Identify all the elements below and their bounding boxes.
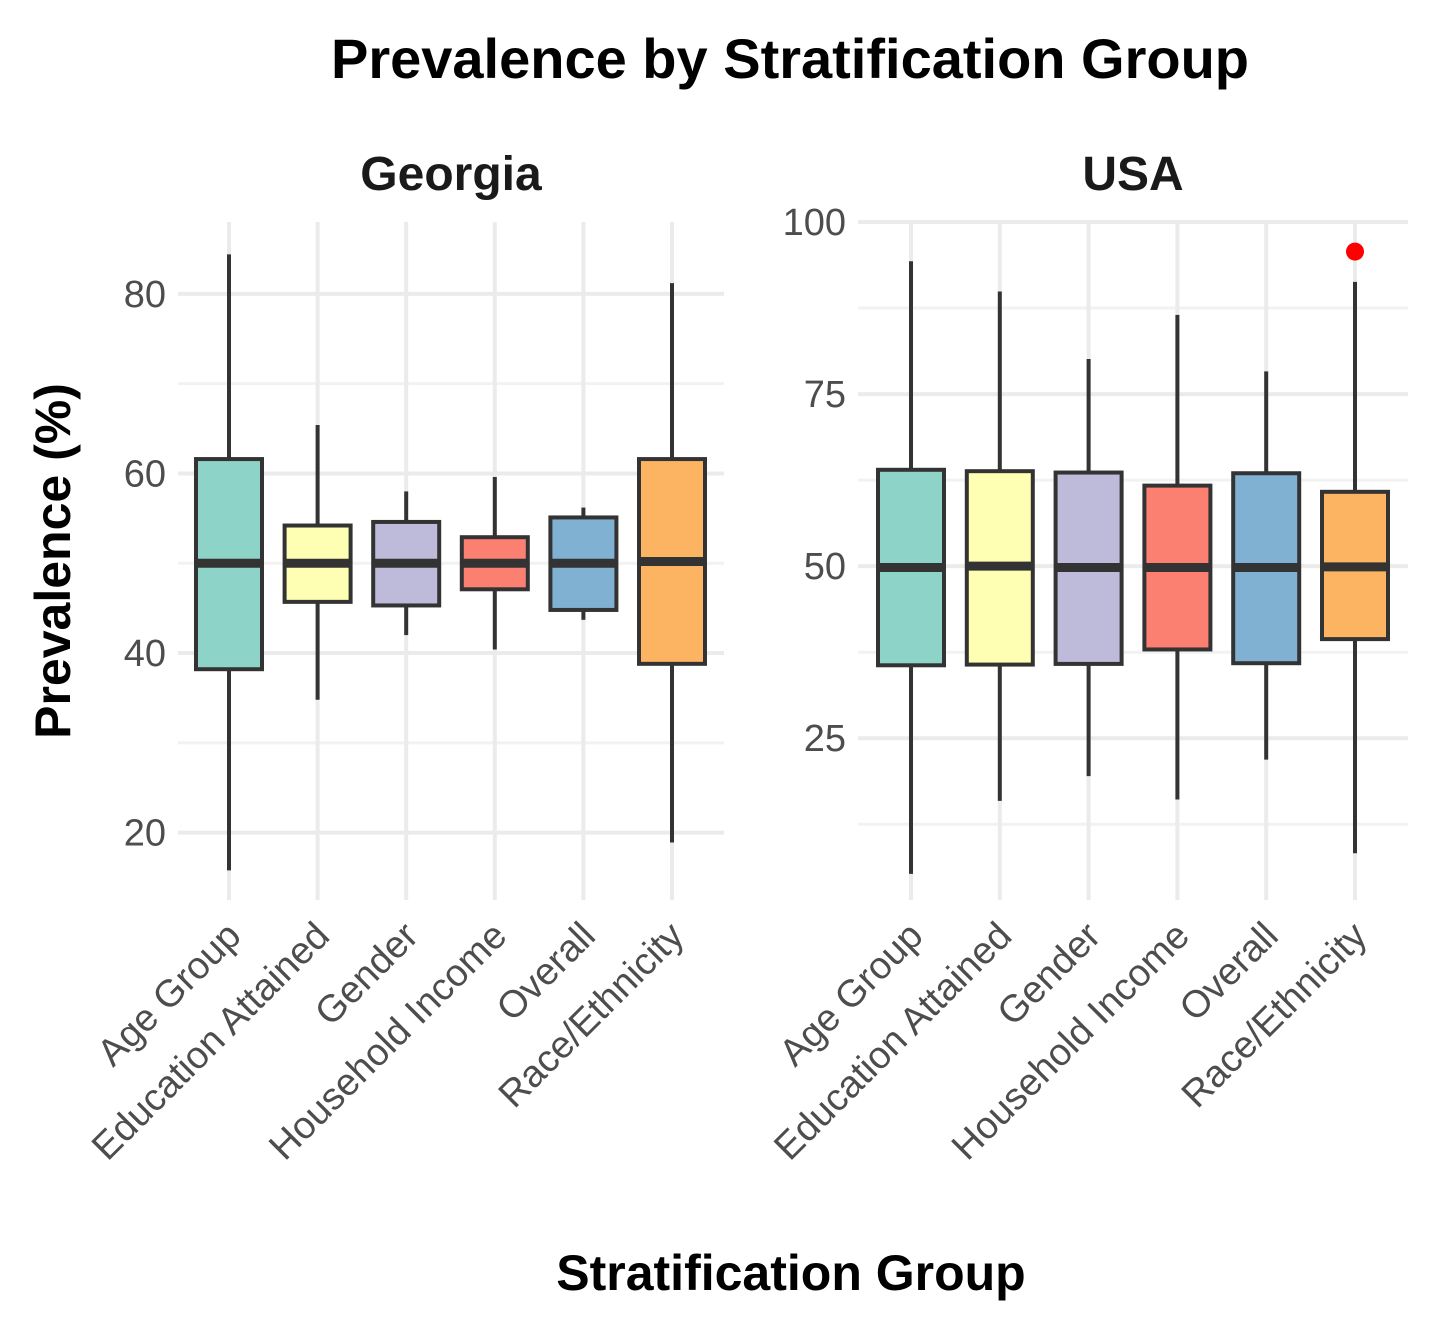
box-usa-4 — [1231, 371, 1302, 760]
y-axis-title: Prevalence (%) — [25, 383, 81, 739]
y-tick-label-georgia: 60 — [124, 453, 166, 495]
box-georgia-0 — [194, 254, 264, 871]
box-georgia-4 — [548, 507, 619, 620]
box-usa-2 — [1053, 358, 1124, 777]
facet-title-usa: USA — [1082, 148, 1183, 201]
box-georgia-3 — [459, 477, 530, 650]
y-tick-label-georgia: 40 — [124, 633, 166, 675]
y-tick-label-usa: 25 — [804, 718, 846, 760]
box-usa-3 — [1142, 314, 1213, 800]
x-axis-title: Stratification Group — [556, 1245, 1025, 1301]
y-tick-label-usa: 50 — [804, 546, 846, 588]
y-tick-label-georgia: 80 — [124, 274, 166, 316]
box-usa-1 — [964, 291, 1035, 801]
y-tick-label-georgia: 20 — [124, 813, 166, 855]
y-tick-label-usa: 75 — [804, 374, 846, 416]
box-georgia-2 — [371, 491, 442, 636]
box-usa-5 — [1320, 242, 1390, 854]
box-georgia-1 — [282, 424, 353, 700]
facet-title-georgia: Georgia — [360, 148, 542, 201]
box-georgia-5 — [637, 283, 707, 843]
outlier-point — [1346, 242, 1364, 261]
box-usa-0 — [876, 261, 946, 874]
chart-title: Prevalence by Stratification Group — [331, 27, 1249, 90]
y-tick-label-usa: 100 — [783, 202, 846, 244]
